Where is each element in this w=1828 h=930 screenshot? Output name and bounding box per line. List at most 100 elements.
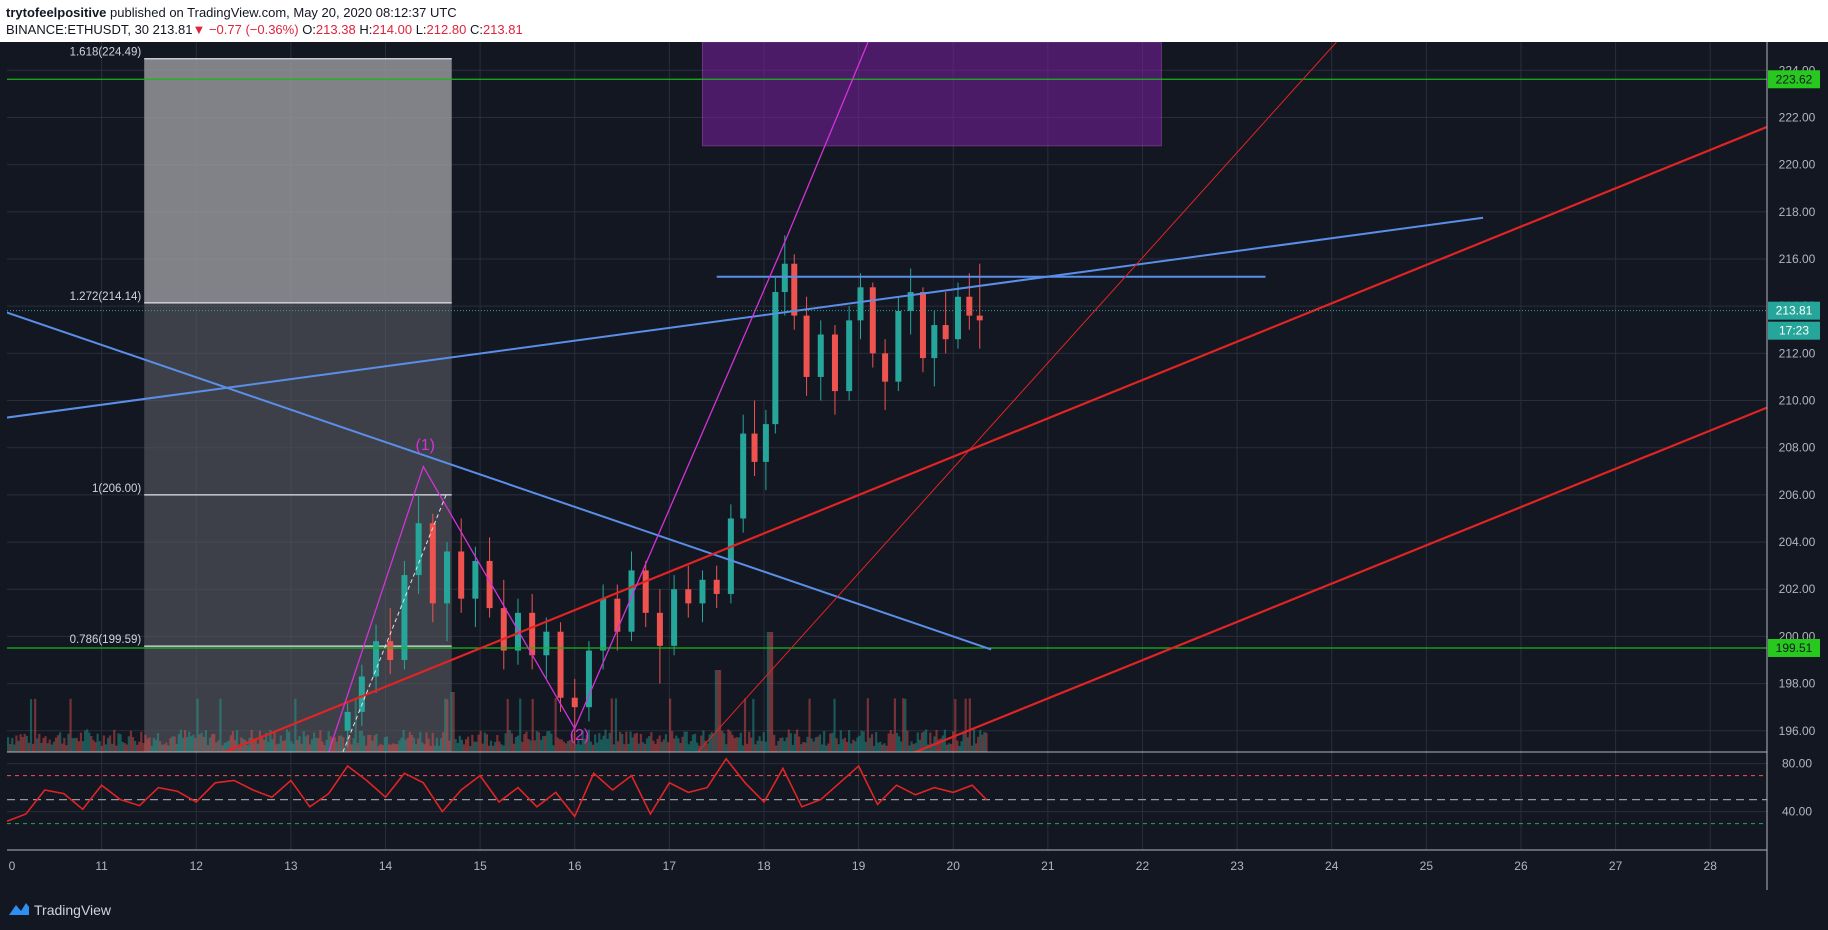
fib-level-label: 1.272(214.14) [70,291,142,303]
volume-bar [908,745,911,752]
volume-bar [914,742,917,752]
candle-body [429,523,436,604]
volume-bar [277,743,280,752]
volume-bar [71,738,74,752]
volume-bar [417,738,420,752]
volume-bar [889,730,892,752]
tradingview-brand[interactable]: TradingView [34,902,112,918]
volume-bar [502,745,505,752]
x-tick-label: 22 [1136,859,1150,873]
volume-bar [656,738,659,752]
volume-bar [904,698,907,752]
x-tick-label: 18 [757,859,771,873]
y-tick-label: 220.00 [1779,158,1816,172]
candles [344,235,983,748]
volume-bar [729,731,732,752]
volume-bar [789,733,792,752]
volume-bar [848,730,851,752]
close-value: 213.81 [482,22,523,37]
volume-bar [275,744,278,752]
volume-bar [11,738,14,752]
volume-bar [562,741,566,752]
volume-bar [325,739,328,752]
volume-bar [800,744,803,752]
volume-bar [845,741,849,752]
x-tick-label: 17 [663,859,677,873]
x-tick-label: 15 [473,859,487,873]
volume-bar [473,741,476,752]
volume-bar [102,735,105,752]
open-label: O: [302,22,316,37]
volume-bar [285,729,289,752]
volume-bar [354,698,357,752]
volume-bar [294,698,297,752]
volume-bar [419,731,422,752]
volume-bar [823,731,826,752]
volume-bar [265,732,268,752]
candle-body [500,608,507,651]
volume-bar [654,743,657,752]
candle-body [942,325,949,340]
wave-label: (2) [570,727,590,744]
volume-bar [625,731,628,752]
volume-bar [383,737,386,752]
low-label: L: [415,22,427,37]
x-tick-label: 16 [568,859,582,873]
candle-body [387,641,394,661]
price-label-text: 223.62 [1776,72,1813,86]
volume-bar [675,735,678,752]
volume-bar [627,743,630,752]
y-tick-label: 208.00 [1779,441,1816,455]
volume-bar [186,737,189,752]
volume-bar [394,743,397,752]
volume-bar [350,744,353,752]
volume-bar [929,732,932,752]
chart-canvas[interactable]: 1.618(224.49) 1.272(214.14) 1(206.00) 0.786… [0,42,1828,890]
volume-bar [13,744,16,752]
candle-body [486,560,493,609]
volume-bar [125,744,128,752]
volume-bar [704,740,707,752]
volume-bar [192,734,195,752]
tradingview-logo-icon[interactable] [8,900,30,918]
x-tick-label: 26 [1514,859,1528,873]
volume-bar [229,735,232,752]
volume-bar [727,729,730,752]
volume-bar [558,739,561,752]
volume-bar [483,732,486,752]
x-tick-label: 27 [1609,859,1623,873]
price-label-box [1768,70,1820,89]
x-tick-label: 14 [379,859,393,873]
volume-bar [342,737,345,752]
candle-body [931,325,938,359]
volume-bar [783,741,786,752]
volume-bar [396,744,399,752]
volume-bar [637,743,640,752]
volume-bar [17,740,20,752]
candle-body [614,598,621,632]
volume-bar [69,698,72,752]
published-text: published on TradingView.com, May 20, 20… [110,5,457,20]
volume-bar [785,737,788,752]
volume-bar [920,732,924,752]
rsi-tick-label: 80.00 [1782,757,1812,771]
candle-body [585,650,592,708]
volume-bar [839,730,842,752]
volume-bar [552,745,555,752]
volume-bar [979,730,982,752]
volume-bar [150,745,153,752]
candle-body [762,424,769,462]
volume-bar [29,699,33,752]
volume-bar [983,732,986,752]
volume-bar [371,740,374,752]
volume-bar [163,744,166,752]
volume-bar [737,737,740,752]
volume-bar [652,740,655,752]
volume-bar [479,730,482,752]
author-name[interactable]: trytofeelpositive [6,5,107,20]
volume-bar [700,735,703,752]
volume-bar [956,740,959,752]
candle-body [415,523,422,576]
volume-bar [437,745,441,752]
candle-body [458,551,465,599]
